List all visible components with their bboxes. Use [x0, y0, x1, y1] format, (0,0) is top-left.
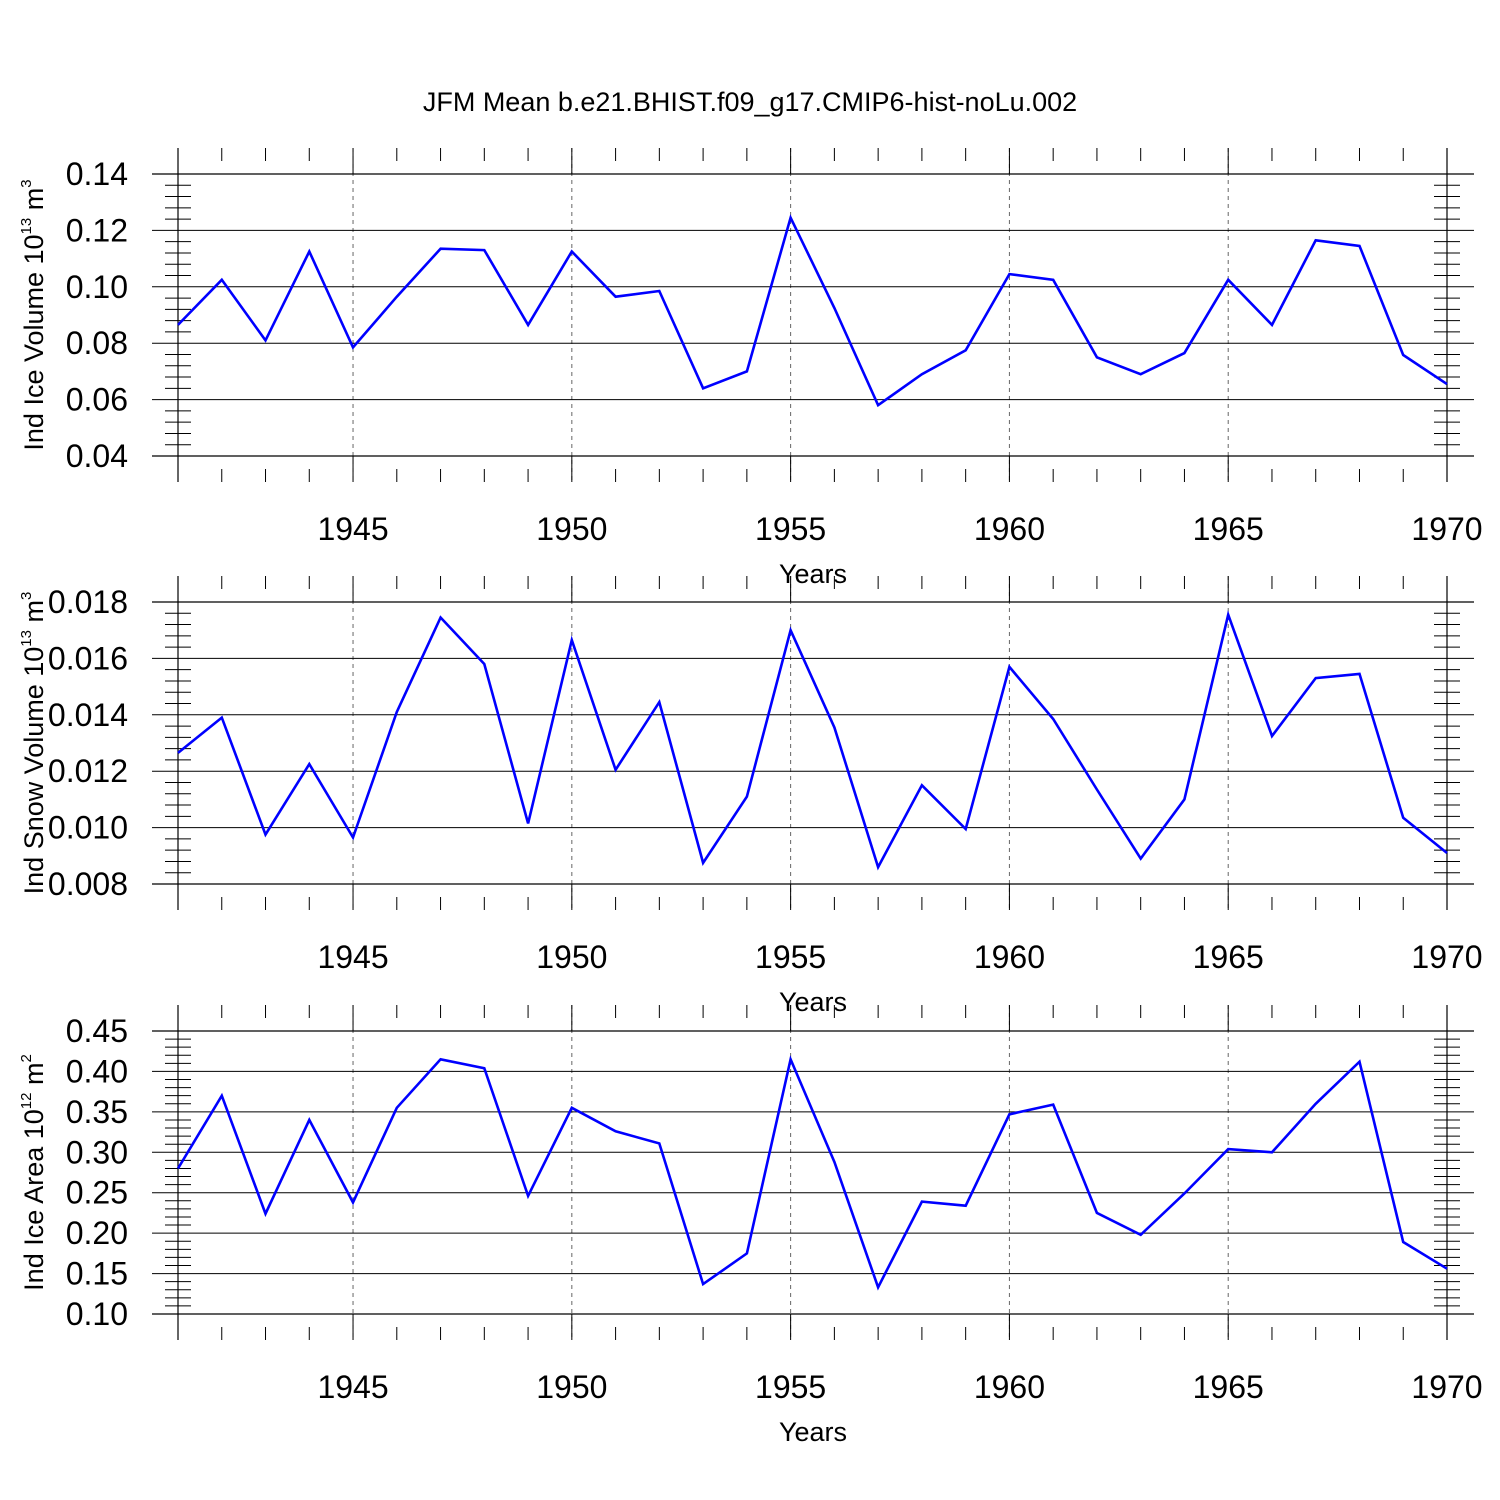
y-tick-label: 0.018 [48, 584, 128, 620]
x-tick-label: 1950 [536, 939, 607, 975]
y-tick-label: 0.014 [48, 697, 128, 733]
y-tick-label: 0.012 [48, 753, 128, 789]
x-tick-label: 1965 [1193, 1369, 1264, 1405]
y-tick-label: 0.35 [66, 1094, 128, 1130]
x-tick-label: 1970 [1411, 1369, 1482, 1405]
x-tick-label: 1945 [317, 939, 388, 975]
panel-2: 0.008 0.010 0.012 0.014 0.016 0.018 1945 1950 19… [18, 576, 1483, 1017]
y-tick-label: 0.15 [66, 1256, 128, 1292]
y-tick-label: 0.45 [66, 1013, 128, 1049]
y-tick-label: 0.25 [66, 1175, 128, 1211]
x-axis-label: Years [779, 987, 847, 1017]
y-tick-label: 0.20 [66, 1215, 128, 1251]
x-tick-label: 1950 [536, 511, 607, 547]
x-axis-label: Years [779, 559, 847, 589]
x-axis-label: Years [779, 1417, 847, 1447]
x-tick-label: 1970 [1411, 511, 1482, 547]
y-tick-label: 0.08 [66, 325, 128, 361]
y-tick-label: 0.016 [48, 640, 128, 676]
chart-title: JFM Mean b.e21.BHIST.f09_g17.CMIP6-hist-… [423, 87, 1077, 117]
x-tick-label: 1955 [755, 1369, 826, 1405]
y-axis-label: Ind Snow Volume 1013 m3 [18, 592, 49, 895]
series-line [176, 1055, 1448, 1291]
x-tick-label: 1960 [974, 511, 1045, 547]
y-tick-label: 0.10 [66, 269, 128, 305]
y-tick-label: 0.010 [48, 810, 128, 846]
series-line [177, 610, 1448, 871]
y-tick-label: 0.04 [66, 438, 128, 474]
y-tick-label: 0.12 [66, 212, 128, 248]
x-tick-label: 1960 [974, 1369, 1045, 1405]
x-tick-label: 1965 [1193, 511, 1264, 547]
y-tick-label: 0.008 [48, 866, 128, 902]
y-axis-label: Ind Ice Volume 1013 m3 [18, 179, 49, 450]
x-tick-label: 1945 [317, 1369, 388, 1405]
x-tick-label: 1955 [755, 939, 826, 975]
x-tick-label: 1970 [1411, 939, 1482, 975]
y-tick-label: 0.06 [66, 382, 128, 418]
y-tick-label: 0.30 [66, 1134, 128, 1170]
x-tick-label: 1965 [1193, 939, 1264, 975]
x-tick-label: 1945 [317, 511, 388, 547]
x-tick-label: 1960 [974, 939, 1045, 975]
y-tick-label: 0.40 [66, 1053, 128, 1089]
y-tick-label: 0.10 [66, 1296, 128, 1332]
y-tick-label: 0.14 [66, 156, 128, 192]
panel-3: 0.10 0.15 0.20 0.25 0.30 0.35 0.40 0.45 1945 1950… [18, 1005, 1483, 1447]
y-axis-label: Ind Ice Area 1012 m2 [18, 1054, 49, 1291]
panel-1: 0.04 0.06 0.08 0.10 0.12 0.14 1945 1950 1955 1960… [18, 148, 1483, 589]
x-tick-label: 1955 [755, 511, 826, 547]
series-line [177, 214, 1448, 408]
x-tick-label: 1950 [536, 1369, 607, 1405]
